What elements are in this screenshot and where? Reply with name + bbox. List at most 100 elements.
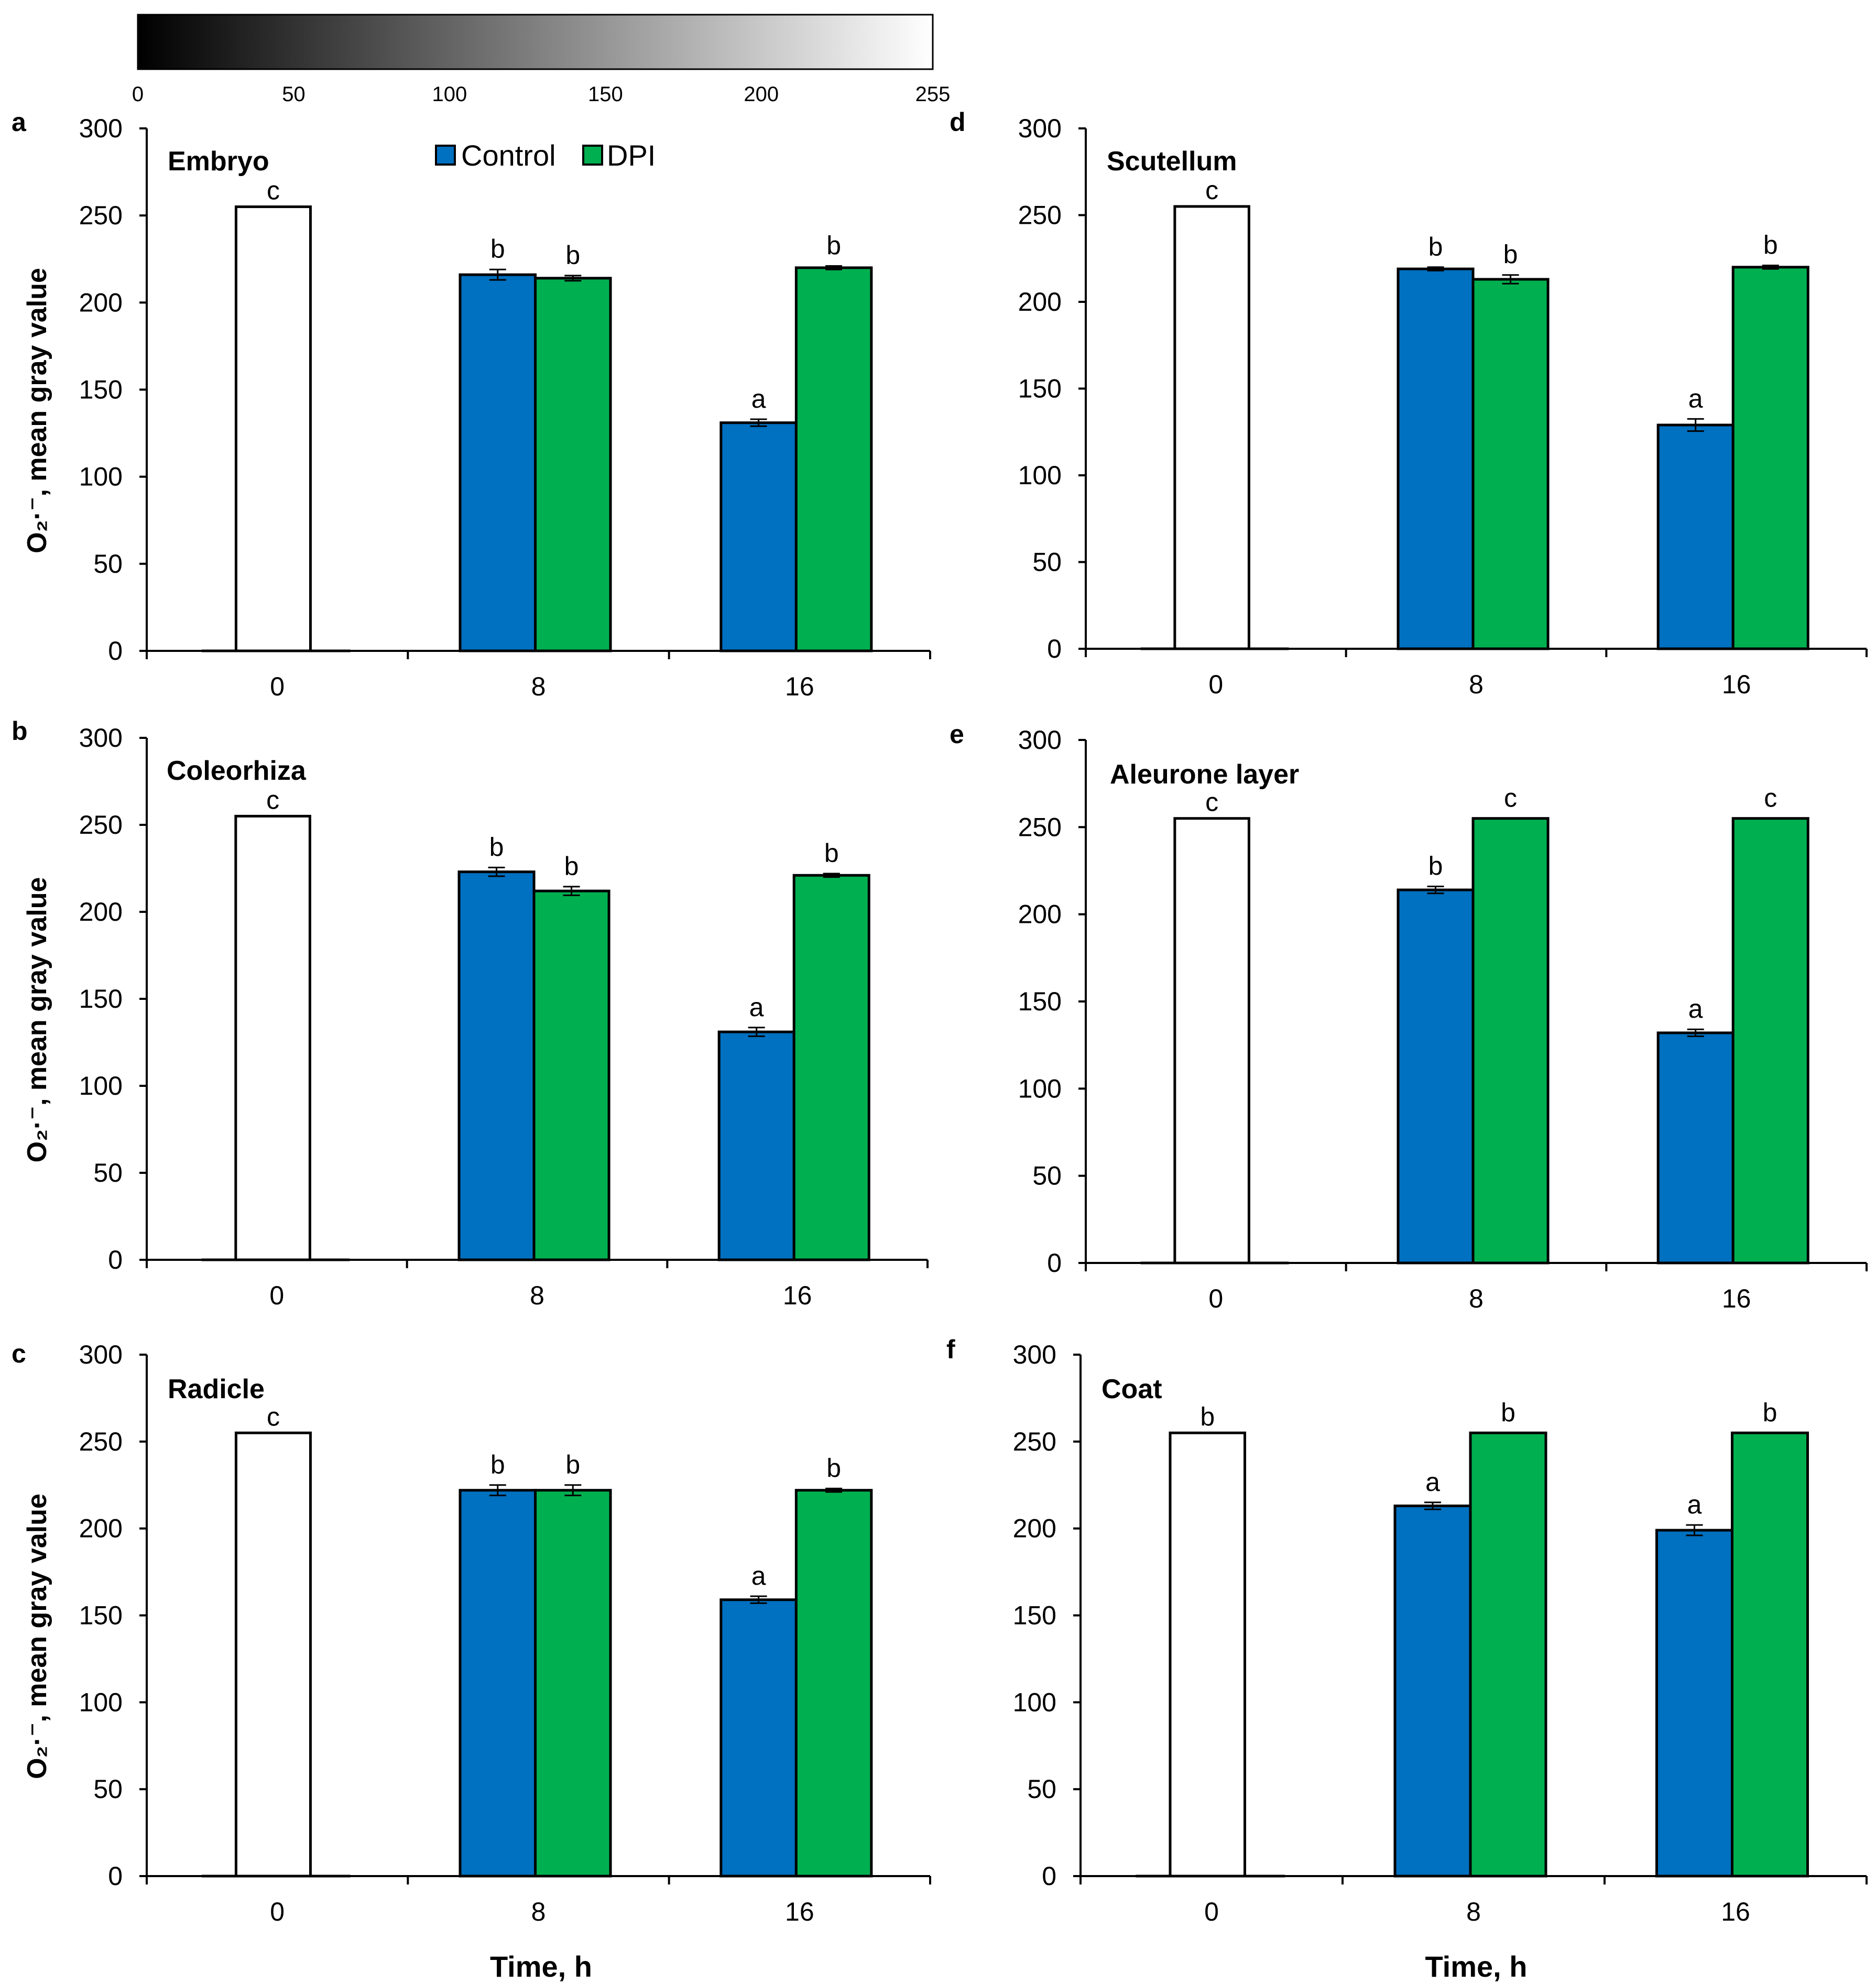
sig-letter: b [824,838,839,868]
y-tick-label: 200 [79,1514,123,1543]
sig-letter: c [1764,783,1777,813]
sig-letter: b [490,1450,505,1479]
y-tick-label: 150 [1018,374,1062,404]
y-axis-label: O₂·⁻, mean gray value [22,1494,52,1779]
colorbar-tick-label: 255 [915,83,951,106]
y-tick-label: 0 [108,636,123,666]
panel-d: d Scutellum 0 50 100 150 200 250 300 0 8 16 c b a b b [950,107,1868,699]
y-tick-label: 250 [79,810,123,840]
colorbar-tick-label: 200 [744,83,779,106]
sig-letter: c [266,785,279,814]
colorbar-gradient [137,14,934,70]
panel-title: Radicle [168,1374,265,1404]
panel-title: Aleurone layer [1110,759,1299,790]
sig-letter: b [826,1453,841,1483]
y-tick-label: 50 [93,549,123,579]
y-tick-label: 50 [93,1774,123,1804]
x-axis-label: Time, h [490,1950,592,1983]
sig-letter: a [749,993,764,1022]
bar-dpi-16 [794,266,873,652]
y-axis-label: O₂·⁻, mean gray value [22,268,52,553]
panels: a Embryo 0 50 100 150 200 250 300 0 8 16 O₂·⁻, mean … [12,107,1868,1983]
sig-letter: c [1205,176,1218,205]
x-tick-label: 16 [1722,1284,1751,1313]
panel-title: Scutellum [1107,146,1237,177]
y-tick-label: 100 [1018,461,1062,490]
x-tick-label: 0 [269,1281,284,1310]
y-tick-label: 0 [108,1245,123,1274]
y-tick-label: 100 [79,1071,123,1101]
sig-letter: c [1205,788,1218,817]
bar-control-8 [1397,267,1475,650]
x-tick-label: 16 [1721,1897,1750,1926]
bar-control-8 [1393,1505,1472,1878]
x-tick-label: 0 [1204,1897,1219,1926]
bar-control-8 [459,1489,537,1878]
bar-control-16 [1655,1529,1733,1878]
y-tick-label: 150 [79,984,123,1014]
y-tick-label: 150 [1018,987,1062,1016]
bar-time-0 [234,1431,312,1878]
bar-dpi-8 [532,889,610,1261]
panel-letter: b [12,716,28,746]
y-tick-label: 250 [79,201,123,230]
bar-time-0 [1173,205,1250,650]
bar-control-16 [1656,423,1735,650]
sig-letter: a [1688,994,1703,1023]
x-tick-label: 0 [270,672,285,701]
sig-letter: b [1763,1398,1777,1427]
bar-dpi-16 [1731,817,1809,1265]
y-tick-label: 100 [79,1687,123,1717]
panel-letter: c [12,1339,26,1368]
bar-dpi-16 [792,874,870,1261]
panel-title: Coat [1101,1374,1162,1404]
y-tick-label: 50 [1032,1161,1062,1191]
sig-letter: b [489,832,504,862]
panel-letter: f [946,1335,955,1364]
y-tick-label: 300 [79,1340,123,1369]
y-tick-label: 250 [1013,1427,1056,1456]
y-tick-label: 0 [108,1861,123,1891]
y-tick-label: 0 [1047,634,1062,663]
bar-control-8 [1397,888,1475,1265]
bar-time-0 [1173,817,1250,1265]
panel-letter: e [950,720,964,749]
y-tick-label: 200 [79,288,123,317]
sig-letter: c [267,176,280,205]
y-tick-label: 50 [1032,548,1062,577]
gray-colorbar: 0 50 100 150 200 255 [132,14,951,106]
bar-dpi-8 [1471,278,1550,650]
y-tick-label: 250 [1018,201,1062,230]
bar-dpi-8 [534,1489,612,1878]
sig-letter: b [565,241,580,270]
bar-time-0 [1169,1431,1246,1878]
colorbar-tick-label: 0 [132,83,144,106]
panel-title: Coleorhiza [167,756,307,786]
sig-letter: c [1504,783,1517,813]
sig-letter: c [267,1402,280,1431]
bar-control-16 [719,1598,798,1878]
sig-letter: a [751,384,766,413]
y-tick-label: 200 [79,897,123,927]
bar-control-16 [717,1030,795,1261]
y-tick-label: 150 [79,1601,123,1630]
x-axis-label: Time, h [1425,1950,1527,1983]
bar-dpi-16 [1731,266,1809,650]
x-tick-label: 16 [785,672,814,701]
sig-letter: a [751,1561,766,1590]
panel-title: Embryo [168,146,269,177]
y-tick-label: 150 [79,375,123,405]
legend: Control DPI [435,139,656,172]
sig-letter: b [1501,1398,1515,1427]
y-tick-label: 200 [1018,900,1062,929]
panel-a: a Embryo 0 50 100 150 200 250 300 0 8 16 O₂·⁻, mean … [12,107,931,701]
colorbar-tick-label: 50 [282,83,306,106]
x-tick-label: 8 [1469,1284,1484,1313]
sig-letter: b [1200,1402,1215,1431]
y-tick-label: 200 [1018,287,1062,317]
y-tick-label: 100 [79,462,123,492]
sig-letter: b [826,231,841,260]
y-tick-label: 0 [1042,1861,1056,1891]
bar-control-16 [719,421,798,652]
